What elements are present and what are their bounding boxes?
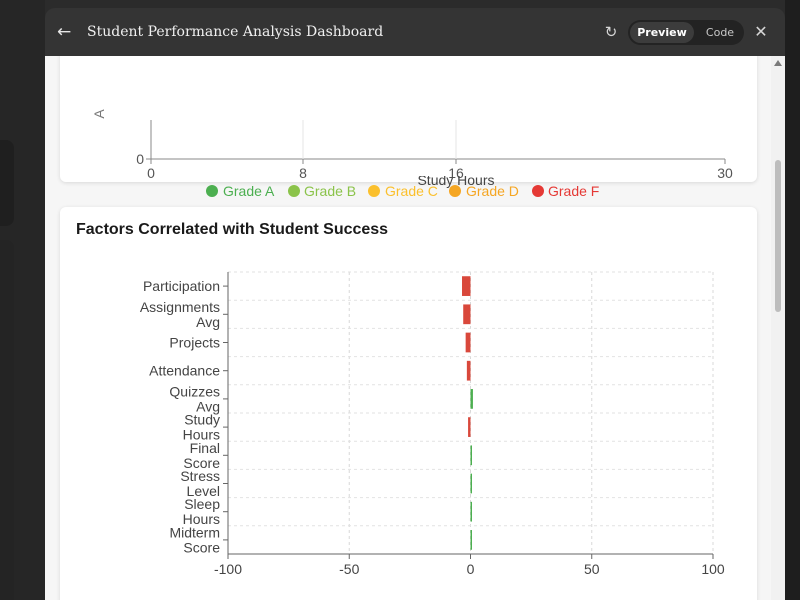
code-tab[interactable]: Code <box>705 26 735 39</box>
bar <box>470 473 472 494</box>
y-tick-label: Stress <box>180 468 220 484</box>
legend-label: Grade C <box>385 183 438 199</box>
x-tick-label: 0 <box>147 165 155 181</box>
y-tick-label: Assignments <box>140 299 220 315</box>
chart-title: Factors Correlated with Student Success <box>76 221 389 238</box>
legend-item-grade-d[interactable]: Grade D <box>449 183 519 199</box>
bar <box>468 417 471 437</box>
y-tick-label: Participation <box>143 278 220 294</box>
legend-label: Grade A <box>223 183 275 199</box>
legend-swatch <box>288 185 300 197</box>
bar <box>470 530 472 550</box>
y-tick-label: 0 <box>136 151 144 167</box>
y-tick-label: Hours <box>183 511 220 527</box>
preview-content: A 0 0 8 16 30 Study Hours Grade A Gr <box>45 56 771 600</box>
legend-item-grade-a[interactable]: Grade A <box>206 183 275 199</box>
preview-tab[interactable]: Preview <box>630 22 694 43</box>
y-tick-label: Final <box>190 440 220 456</box>
correlation-bar-chart: ParticipationAssignmentsAvgProjectsAtten… <box>140 271 725 577</box>
legend-item-grade-b[interactable]: Grade B <box>288 183 356 199</box>
preview-code-toggle: Preview Code <box>628 20 744 45</box>
refresh-icon[interactable]: ↻ <box>604 23 618 41</box>
x-tick-label: 16 <box>448 165 464 181</box>
y-tick-label: Score <box>183 539 220 555</box>
y-tick-label: Score <box>183 455 220 471</box>
y-tick-label: Projects <box>169 335 220 351</box>
x-tick-label: 50 <box>584 561 600 577</box>
correlation-chart-card: Factors Correlated with Student Success … <box>60 207 757 600</box>
legend-swatch <box>206 185 218 197</box>
legend-label: Grade F <box>548 183 599 199</box>
title-bar: ← Student Performance Analysis Dashboard… <box>45 8 785 56</box>
legend-item-grade-f[interactable]: Grade F <box>532 183 599 199</box>
x-tick-label: 30 <box>717 165 733 181</box>
x-tick-label: 100 <box>701 561 725 577</box>
scrollbar-thumb[interactable] <box>775 160 781 312</box>
x-tick-label: 0 <box>467 561 475 577</box>
scroll-up-arrow-icon[interactable] <box>774 60 782 66</box>
window-title: Student Performance Analysis Dashboard <box>87 24 384 40</box>
background-panel-right <box>785 0 800 600</box>
bar <box>462 276 471 296</box>
background-panel-left <box>0 0 45 600</box>
y-tick-label: Avg <box>196 398 220 414</box>
y-tick-label: Attendance <box>149 363 220 379</box>
legend-label: Grade B <box>304 183 356 199</box>
legend-swatch <box>449 185 461 197</box>
y-tick-label: Avg <box>196 314 220 330</box>
close-icon[interactable]: ✕ <box>754 22 768 41</box>
legend-swatch <box>368 185 380 197</box>
legend-label: Grade D <box>466 183 519 199</box>
y-axis-label: A <box>91 109 107 119</box>
y-tick-label: Quizzes <box>169 383 220 399</box>
y-tick-label: Sleep <box>184 496 220 512</box>
bar <box>470 445 472 466</box>
vertical-scrollbar[interactable] <box>771 56 785 600</box>
back-arrow-icon[interactable]: ← <box>57 22 72 42</box>
y-tick-label: Study <box>184 412 220 428</box>
y-tick-label: Hours <box>183 427 220 443</box>
y-tick-label: Midterm <box>169 524 220 540</box>
y-tick-label: Level <box>187 483 220 499</box>
background-tab <box>0 240 14 600</box>
bar <box>470 501 472 522</box>
x-tick-label: -50 <box>339 561 359 577</box>
background-tab <box>0 140 14 226</box>
bar <box>466 360 471 381</box>
x-tick-label: -100 <box>214 561 242 577</box>
x-tick-label: 8 <box>299 165 307 181</box>
scatter-chart: A 0 0 8 16 30 <box>91 109 733 181</box>
bar <box>463 304 471 325</box>
scatter-legend: Study Hours Grade A Grade B Grade C Grad… <box>206 176 599 199</box>
legend-item-grade-c[interactable]: Grade C <box>368 183 438 199</box>
bar <box>465 332 471 353</box>
bar <box>470 389 473 409</box>
scatter-chart-card: A 0 0 8 16 30 Study Hours Grade A Gr <box>60 56 757 199</box>
legend-swatch <box>532 185 544 197</box>
x-axis-label: Study Hours <box>417 176 494 188</box>
